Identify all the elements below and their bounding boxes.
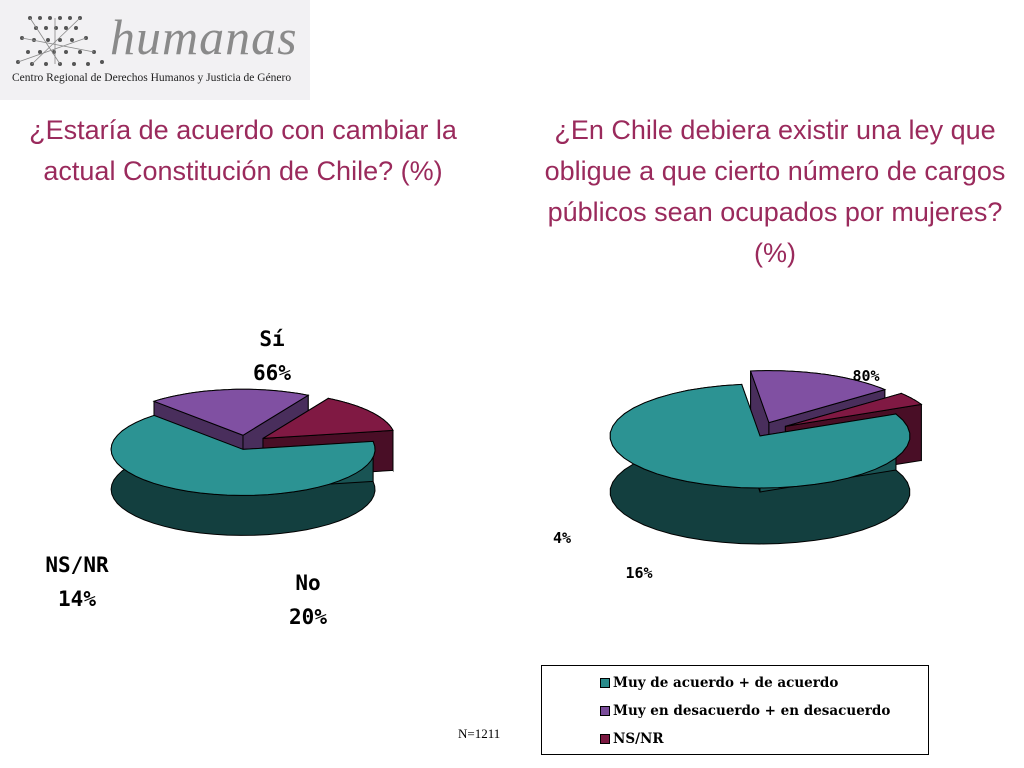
chart-2-label-disagree: 16% [625,564,653,582]
legend-label-agree: Muy de acuerdo + de acuerdo [613,675,839,691]
chart-2-title: ¿En Chile debiera existir una ley que ob… [544,115,1006,268]
chart-1-label-si-value: 66% [253,361,291,385]
pie-2-slice-3-top [785,392,923,427]
chart-1-label-no: No 20% [268,566,348,634]
logo-network-icon [16,16,104,66]
pie-chart-1 [110,388,394,536]
pie-1-slice-2-top [152,388,310,436]
chart-1-label-nsnr-value: 14% [58,587,96,611]
chart-1-label-si: Sí 66% [232,322,312,390]
legend-item-nsnr: NS/NR [600,729,664,749]
pie-1-slice-1-top [110,414,376,496]
humanas-logo: humanas Centro Regional de Derechos Huma… [0,0,310,100]
chart-1-title: ¿Estaría de acuerdo con cambiar la actua… [29,115,457,186]
chart-1-label-no-name: No [295,571,321,595]
legend-label-disagree: Muy en desacuerdo + en desacuerdo [613,703,891,719]
pie-2-slice-1-top [609,383,911,489]
pie-chart-2 [609,370,923,545]
logo-subtitle: Centro Regional de Derechos Humanos y Ju… [12,72,292,84]
chart-1-label-no-value: 20% [289,605,327,629]
logo-name: humanas [110,9,298,65]
chart-2-legend: Muy de acuerdo + de acuerdo Muy en desac… [541,665,929,755]
pie-2-slice-2-top [749,370,887,424]
legend-swatch-purple [600,706,610,716]
legend-label-nsnr: NS/NR [613,731,664,747]
legend-item-disagree: Muy en desacuerdo + en desacuerdo [600,701,890,721]
pie-1-slice-1 [110,414,376,536]
legend-swatch-maroon [600,734,610,744]
pie-1-slice-3-top [262,397,394,439]
chart-2-label-agree: 80% [852,367,880,385]
pie-2-slice-1 [609,383,911,545]
chart-1-label-nsnr-name: NS/NR [45,553,109,577]
legend-item-agree: Muy de acuerdo + de acuerdo [600,673,838,693]
legend-swatch-teal [600,678,610,688]
chart-1-label-si-name: Sí [259,327,285,351]
chart-2-label-nsnr: 4% [552,529,572,547]
sample-size-note: N=1211 [458,726,501,741]
chart-1-label-nsnr: NS/NR 14% [22,548,132,616]
